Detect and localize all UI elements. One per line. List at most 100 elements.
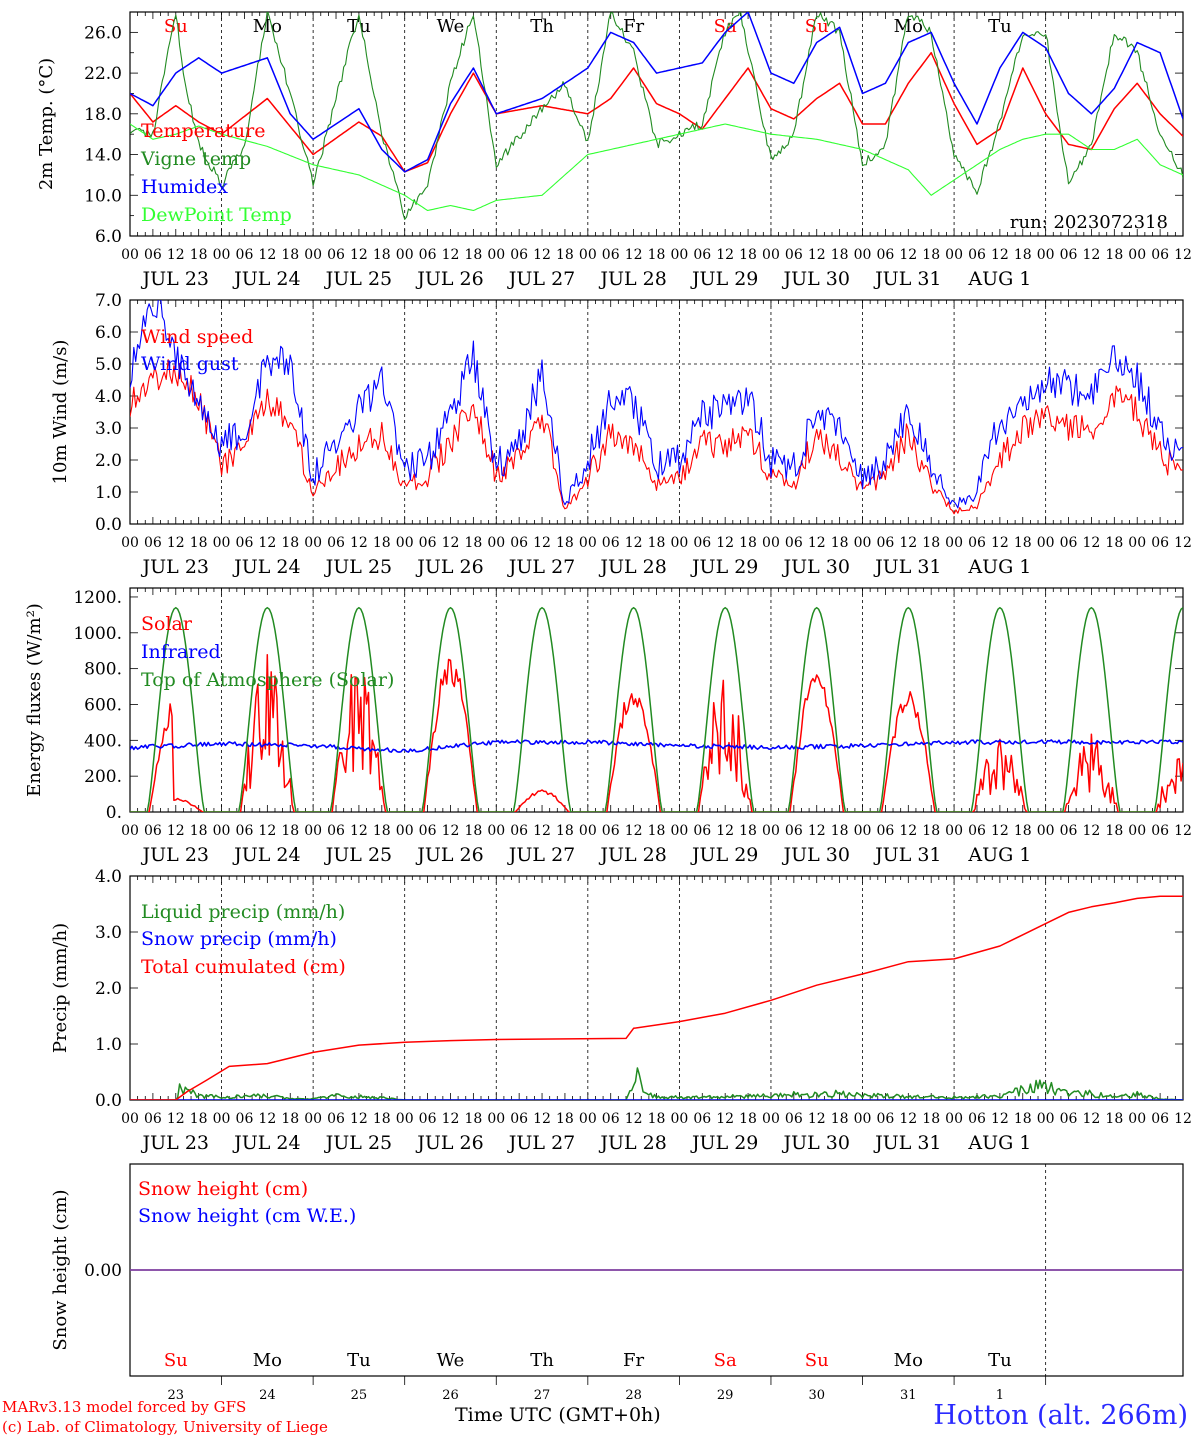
hour-tick-label: 12 bbox=[899, 247, 917, 263]
date-label: JUL 24 bbox=[232, 268, 300, 290]
hour-tick-label: 12 bbox=[899, 1111, 917, 1127]
hour-tick-label: 18 bbox=[373, 823, 391, 839]
hour-tick-label: 18 bbox=[190, 535, 208, 551]
weekday-label: Fr bbox=[623, 1350, 644, 1371]
hour-tick-label: 00 bbox=[762, 823, 780, 839]
hour-tick-label: 06 bbox=[510, 823, 528, 839]
legend-entry: Wind speed bbox=[141, 326, 253, 348]
hour-tick-label: 18 bbox=[373, 1111, 391, 1127]
series-line-1-2 bbox=[130, 12, 1183, 220]
weekday-label: Fr bbox=[623, 16, 644, 37]
series-line-2-2 bbox=[130, 300, 1183, 509]
hour-tick-label: 12 bbox=[716, 1111, 734, 1127]
hour-tick-label: 00 bbox=[213, 247, 231, 263]
y-tick-label: 3.0 bbox=[95, 923, 122, 943]
legend-entry: Vigne temp bbox=[140, 148, 251, 170]
series-line-2-1 bbox=[130, 359, 1183, 515]
legend-entry: DewPoint Temp bbox=[141, 204, 292, 226]
y-tick-label: 14.0 bbox=[84, 146, 122, 166]
day-number-label: 24 bbox=[259, 1388, 276, 1403]
legend-entry: Temperature bbox=[141, 120, 265, 142]
y-tick-label: 18.0 bbox=[84, 105, 122, 125]
model-credit: MARv3.13 model forced by GFS bbox=[2, 1398, 247, 1416]
hour-tick-label: 00 bbox=[670, 823, 688, 839]
hour-tick-label: 06 bbox=[876, 535, 894, 551]
hour-tick-label: 18 bbox=[648, 247, 666, 263]
hour-tick-label: 06 bbox=[876, 823, 894, 839]
series-line-3-2 bbox=[130, 739, 1183, 753]
legend-entry: Solar bbox=[141, 613, 193, 635]
date-label: JUL 27 bbox=[507, 844, 575, 866]
hour-tick-label: 06 bbox=[419, 247, 437, 263]
day-number-label: 29 bbox=[717, 1388, 734, 1403]
hour-tick-label: 12 bbox=[533, 823, 551, 839]
hour-tick-label: 06 bbox=[419, 1111, 437, 1127]
date-label: AUG 1 bbox=[967, 268, 1031, 290]
hour-tick-label: 12 bbox=[442, 1111, 460, 1127]
hour-tick-label: 06 bbox=[602, 1111, 620, 1127]
hour-tick-label: 06 bbox=[968, 1111, 986, 1127]
hour-tick-label: 00 bbox=[762, 1111, 780, 1127]
weekday-label: Tu bbox=[347, 1350, 371, 1371]
hour-tick-label: 18 bbox=[190, 247, 208, 263]
hour-tick-label: 18 bbox=[556, 247, 574, 263]
series-group bbox=[130, 895, 1183, 1100]
y-tick-label: 1000. bbox=[73, 624, 122, 644]
date-label: JUL 30 bbox=[782, 268, 850, 290]
date-label: AUG 1 bbox=[967, 844, 1031, 866]
series-line-3-3 bbox=[130, 606, 1183, 812]
y-axis-label: Energy fluxes (W/m²) bbox=[24, 603, 45, 797]
hour-tick-label: 12 bbox=[716, 535, 734, 551]
hour-tick-label: 00 bbox=[854, 247, 872, 263]
hour-tick-label: 06 bbox=[510, 1111, 528, 1127]
y-tick-label: 600. bbox=[84, 695, 122, 715]
hour-tick-label: 00 bbox=[1128, 1111, 1146, 1127]
weekday-label: We bbox=[437, 1350, 465, 1371]
hour-tick-label: 00 bbox=[1128, 247, 1146, 263]
hour-tick-label: 12 bbox=[350, 1111, 368, 1127]
date-label: JUL 28 bbox=[598, 1132, 666, 1154]
hour-tick-label: 00 bbox=[945, 535, 963, 551]
legend-entry: Wind gust bbox=[141, 353, 239, 375]
hour-tick-label: 18 bbox=[922, 823, 940, 839]
hour-tick-label: 00 bbox=[213, 823, 231, 839]
hour-tick-label: 06 bbox=[1060, 247, 1078, 263]
weekday-label: Mo bbox=[894, 1350, 923, 1371]
hour-tick-label: 18 bbox=[1105, 1111, 1123, 1127]
y-tick-label: 10.0 bbox=[84, 186, 122, 206]
date-label: JUL 31 bbox=[873, 268, 941, 290]
hour-tick-label: 18 bbox=[281, 535, 299, 551]
hour-tick-label: 18 bbox=[1105, 535, 1123, 551]
hour-tick-label: 18 bbox=[831, 823, 849, 839]
date-label: JUL 25 bbox=[324, 268, 392, 290]
legend-entry: Infrared bbox=[141, 641, 221, 663]
y-tick-label: 7.0 bbox=[95, 291, 122, 311]
legend-entry: Snow height (cm W.E.) bbox=[138, 1205, 356, 1227]
hour-tick-label: 18 bbox=[281, 1111, 299, 1127]
hour-tick-label: 06 bbox=[144, 1111, 162, 1127]
hour-tick-label: 00 bbox=[854, 535, 872, 551]
hour-tick-label: 06 bbox=[327, 1111, 345, 1127]
hour-tick-label: 06 bbox=[1060, 535, 1078, 551]
hour-tick-label: 06 bbox=[236, 823, 254, 839]
date-label: JUL 28 bbox=[598, 556, 666, 578]
hour-tick-label: 12 bbox=[1083, 1111, 1101, 1127]
hour-tick-label: 00 bbox=[945, 1111, 963, 1127]
hour-tick-label: 12 bbox=[1083, 247, 1101, 263]
hour-tick-label: 00 bbox=[396, 247, 414, 263]
hour-tick-label: 12 bbox=[808, 247, 826, 263]
hour-tick-label: 12 bbox=[442, 247, 460, 263]
hour-tick-label: 18 bbox=[922, 1111, 940, 1127]
hour-tick-label: 18 bbox=[831, 247, 849, 263]
y-axis-label: Precip (mm/h) bbox=[50, 923, 71, 1053]
hour-tick-label: 12 bbox=[991, 823, 1009, 839]
hour-tick-label: 00 bbox=[121, 1111, 139, 1127]
hour-tick-label: 00 bbox=[487, 247, 505, 263]
x-axis-title: Time UTC (GMT+0h) bbox=[455, 1404, 661, 1426]
y-tick-label: 0.0 bbox=[95, 1091, 122, 1111]
series-group bbox=[130, 12, 1183, 220]
hour-tick-label: 18 bbox=[556, 1111, 574, 1127]
hour-tick-label: 00 bbox=[304, 1111, 322, 1127]
hour-tick-label: 18 bbox=[739, 535, 757, 551]
